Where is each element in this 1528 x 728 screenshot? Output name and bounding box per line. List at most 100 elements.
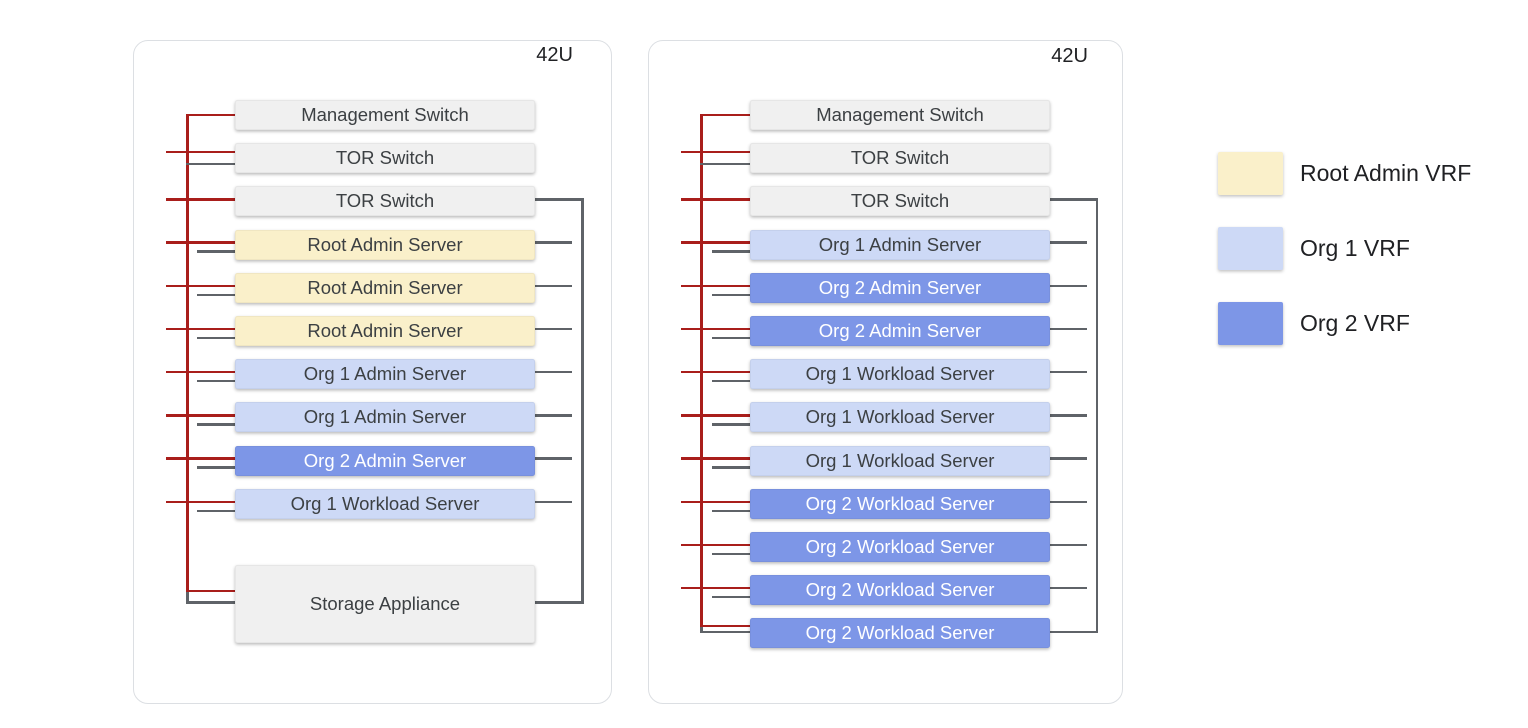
rack-unit-tor-switch: TOR Switch [235, 143, 535, 174]
rack-2-capacity-label: 42U [1051, 45, 1088, 67]
rack-unit-org-1-admin-server: Org 1 Admin Server [750, 229, 1050, 260]
data-network-stub [1048, 457, 1087, 460]
legend-item-org-1-vrf: Org 1 VRF [1218, 226, 1508, 270]
mgmt-network-link [681, 284, 752, 288]
data-network-link [533, 601, 584, 604]
rack-unit-management-switch: Management Switch [235, 100, 535, 130]
data-network-link [186, 162, 237, 166]
data-network-link [1048, 630, 1099, 634]
rack-unit-label: TOR Switch [850, 147, 950, 169]
mgmt-network-link [681, 543, 752, 547]
rack-unit-label: Org 1 Workload Server [805, 449, 995, 471]
mgmt-network-link [166, 327, 237, 331]
mgmt-network-link [681, 241, 752, 244]
data-network-spine-right [1095, 198, 1099, 634]
data-network-stub [197, 250, 237, 253]
mgmt-network-link [681, 457, 752, 460]
data-network-stub [197, 423, 237, 426]
rack-unit-label: Org 2 Admin Server [818, 276, 982, 298]
data-network-stub [197, 293, 237, 297]
rack-unit-org-2-workload-server: Org 2 Workload Server [750, 575, 1050, 606]
rack-unit-label: Org 2 Workload Server [805, 579, 995, 601]
mgmt-network-link [166, 500, 237, 504]
rack-unit-org-2-admin-server: Org 2 Admin Server [750, 272, 1050, 303]
rack-unit-label: Root Admin Server [307, 276, 463, 298]
data-network-spine-right [581, 198, 584, 604]
rack-unit-label: Org 1 Admin Server [303, 363, 467, 385]
data-network-stub [197, 336, 237, 340]
legend-label: Org 2 VRF [1300, 309, 1410, 336]
data-network-stub [711, 250, 752, 253]
rack-unit-label: Root Admin Server [307, 320, 463, 341]
data-network-stub [711, 466, 752, 469]
rack-unit-org-2-admin-server: Org 2 Admin Server [750, 316, 1050, 346]
rack-unit-label: Org 2 Workload Server [805, 492, 995, 514]
rack-unit-tor-switch: TOR Switch [750, 186, 1050, 217]
data-network-stub [533, 500, 572, 504]
data-network-stub [1048, 586, 1087, 590]
rack-unit-org-2-admin-server: Org 2 Admin Server [235, 445, 535, 476]
data-network-stub [711, 379, 752, 383]
data-network-stub [533, 414, 572, 417]
rack-unit-tor-switch: TOR Switch [750, 143, 1050, 174]
data-network-stub [533, 370, 572, 374]
mgmt-network-link [166, 241, 237, 244]
legend-swatch-org-1-vrf [1218, 226, 1283, 270]
data-network-stub [197, 466, 237, 469]
data-network-stub [1048, 284, 1087, 288]
rack-unit-label: Management Switch [816, 104, 984, 125]
data-network-stub [1048, 327, 1087, 331]
mgmt-network-link [681, 370, 752, 374]
rack-unit-org-1-workload-server: Org 1 Workload Server [235, 488, 535, 519]
data-network-stub [1048, 370, 1087, 374]
mgmt-network-spine [700, 113, 703, 628]
data-network-link [1048, 198, 1099, 201]
data-network-link [700, 630, 752, 634]
rack-unit-label: Management Switch [301, 104, 469, 125]
rack-unit-label: TOR Switch [335, 147, 435, 169]
rack-unit-label: Org 2 Workload Server [805, 536, 995, 557]
rack-unit-label: Org 2 Admin Server [818, 320, 982, 341]
rack-unit-org-1-admin-server: Org 1 Admin Server [235, 402, 535, 433]
mgmt-network-link [166, 198, 237, 201]
data-network-link [533, 198, 584, 201]
mgmt-network-link [701, 113, 752, 117]
mgmt-network-link [166, 414, 237, 417]
data-network-stub [1048, 241, 1087, 244]
rack-unit-label: TOR Switch [850, 190, 950, 212]
data-network-link [186, 601, 237, 604]
rack-unit-label: Org 1 Admin Server [818, 233, 982, 255]
mgmt-network-link [187, 113, 237, 117]
rack-unit-label: Org 1 Workload Server [290, 492, 480, 514]
data-network-stub [711, 423, 752, 426]
rack-unit-label: Org 1 Workload Server [805, 406, 995, 428]
mgmt-network-link [681, 500, 752, 504]
data-network-stub [711, 293, 752, 297]
mgmt-network-link [166, 370, 237, 374]
mgmt-network-link [681, 327, 752, 331]
rack-unit-label: Org 2 Workload Server [805, 622, 995, 644]
rack-unit-management-switch: Management Switch [750, 100, 1050, 130]
rack-unit-label: Org 1 Admin Server [303, 406, 467, 428]
rack-unit-org-2-workload-server: Org 2 Workload Server [750, 532, 1050, 562]
data-network-link [700, 162, 752, 166]
data-network-stub [1048, 500, 1087, 504]
rack-unit-org-1-workload-server: Org 1 Workload Server [750, 445, 1050, 476]
data-network-stub [533, 327, 572, 331]
legend-swatch-org-2-vrf [1218, 301, 1283, 345]
mgmt-network-link [681, 198, 752, 201]
rack-unit-label: Storage Appliance [309, 593, 461, 614]
rack-unit-label: Root Admin Server [307, 233, 463, 255]
legend-swatch-root-admin-vrf [1218, 151, 1283, 195]
rack-unit-org-2-workload-server: Org 2 Workload Server [750, 488, 1050, 519]
mgmt-network-spine [186, 113, 189, 593]
data-network-stub [711, 595, 752, 599]
data-network-stub [1048, 543, 1087, 547]
mgmt-network-link [700, 624, 752, 628]
mgmt-network-link [166, 284, 237, 288]
rack-unit-root-admin-server: Root Admin Server [235, 316, 535, 346]
rack-unit-root-admin-server: Root Admin Server [235, 229, 535, 260]
data-network-stub [197, 509, 237, 513]
rack-unit-label: TOR Switch [335, 190, 435, 212]
